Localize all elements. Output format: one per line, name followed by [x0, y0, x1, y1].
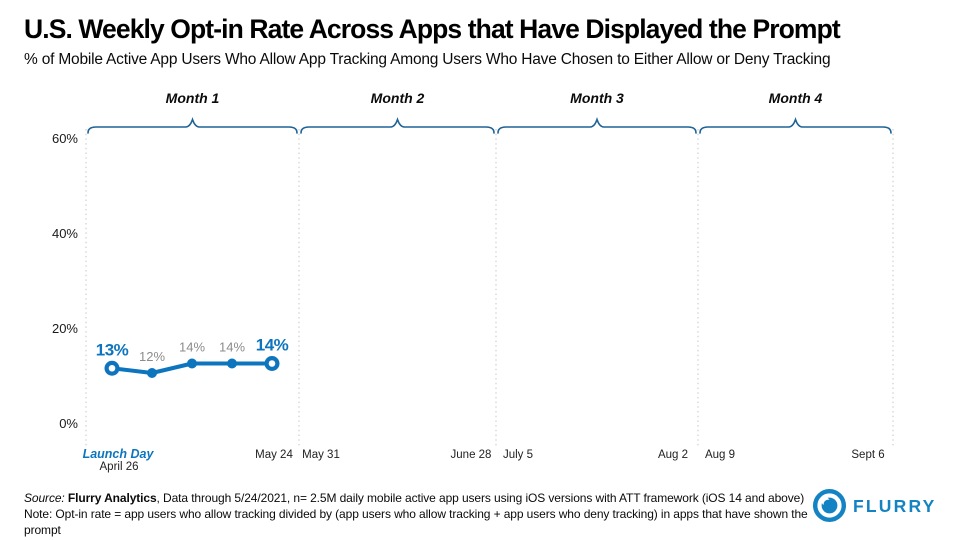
- source-detail: , Data through 5/24/2021, n= 2.5M daily …: [156, 491, 805, 505]
- data-point-label: 14%: [219, 340, 245, 355]
- flurry-lens-icon: [812, 488, 847, 523]
- data-point-center: [108, 364, 116, 372]
- month-brace: [300, 116, 495, 134]
- x-axis-label-month-end: Sept 6: [851, 449, 884, 461]
- data-point-label: 14%: [256, 336, 289, 355]
- flurry-wordmark: FLURRY: [853, 496, 937, 516]
- source-label: Source:: [24, 491, 65, 505]
- data-point-center: [268, 360, 276, 367]
- y-axis-label: 0%: [59, 416, 78, 431]
- x-axis-sublabel-april-26: April 26: [100, 461, 139, 473]
- x-axis-label-launch-day: Launch Day: [83, 447, 155, 461]
- source-line: Source: Flurry Analytics, Data through 5…: [24, 490, 814, 506]
- x-axis-label-month-end: Aug 2: [658, 449, 688, 461]
- x-axis-label-month-end: June 28: [451, 449, 492, 461]
- data-point: [147, 368, 157, 378]
- source-name: Flurry Analytics: [67, 491, 157, 505]
- month-brace: [497, 116, 697, 134]
- month-label: Month 3: [570, 90, 624, 106]
- x-axis-label-month-end: May 24: [255, 449, 293, 461]
- y-axis-label: 40%: [52, 226, 78, 241]
- footer: Source: Flurry Analytics, Data through 5…: [24, 490, 814, 538]
- month-label: Month 2: [371, 90, 425, 106]
- y-axis-label: 60%: [52, 131, 78, 146]
- y-axis-label: 20%: [52, 321, 78, 336]
- x-axis-label-month-start: Aug 9: [705, 449, 735, 461]
- data-point: [227, 358, 237, 369]
- flurry-logo: FLURRY: [811, 487, 946, 527]
- month-label: Month 4: [769, 90, 823, 106]
- month-brace: [87, 116, 298, 134]
- x-axis-label-month-start: July 5: [503, 449, 533, 461]
- month-label: Month 1: [166, 90, 220, 106]
- data-point-label: 12%: [139, 349, 165, 364]
- note-line: Note: Opt-in rate = app users who allow …: [24, 507, 808, 537]
- x-axis-label-month-start: May 31: [302, 449, 340, 461]
- page-subtitle: % of Mobile Active App Users Who Allow A…: [24, 51, 831, 68]
- month-brace: [699, 116, 892, 134]
- data-point-label: 14%: [179, 340, 205, 355]
- data-point: [187, 358, 197, 369]
- data-point-label: 13%: [96, 340, 129, 359]
- page-title: U.S. Weekly Opt-in Rate Across Apps that…: [24, 14, 841, 44]
